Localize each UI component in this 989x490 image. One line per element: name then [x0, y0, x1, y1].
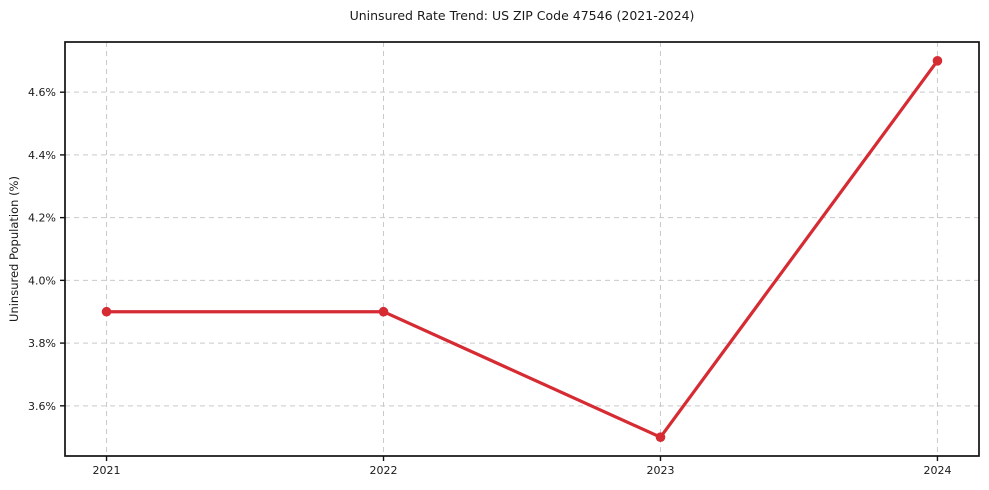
data-point — [378, 306, 389, 317]
chart-title: Uninsured Rate Trend: US ZIP Code 47546 … — [349, 8, 695, 23]
y-tick-label: 4.2% — [28, 212, 56, 225]
y-tick-label: 3.6% — [28, 400, 56, 413]
data-point — [655, 432, 666, 442]
y-tick-label: 4.6% — [28, 86, 56, 99]
data-point — [101, 306, 112, 317]
y-tick-label: 3.8% — [28, 337, 56, 350]
x-tick-label: 2022 — [370, 464, 398, 477]
plot-border — [64, 41, 980, 457]
trend-line — [104, 59, 940, 439]
y-axis-title: Uninsured Population (%) — [7, 176, 21, 322]
x-tick-label: 2023 — [646, 464, 674, 477]
y-tick-label: 4.0% — [28, 274, 56, 287]
y-tick-label: 4.4% — [28, 149, 56, 162]
x-tick-label: 2021 — [93, 464, 121, 477]
x-tick-label: 2024 — [923, 464, 951, 477]
data-point — [932, 56, 943, 66]
